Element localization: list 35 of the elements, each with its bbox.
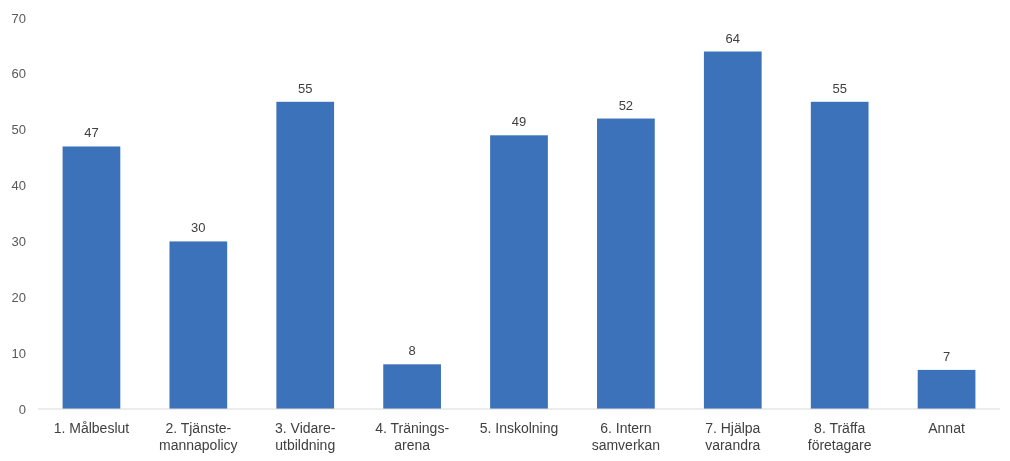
y-tick-label: 50 [11, 122, 26, 138]
data-label: 30 [191, 220, 206, 236]
x-tick-label: 5. Inskolning [479, 420, 559, 436]
x-tick-label: 6. Intern samverkan [591, 420, 661, 453]
bar [597, 118, 655, 409]
bar [383, 364, 441, 409]
bar [703, 51, 762, 409]
x-tick-label: Annat [928, 420, 965, 436]
x-tick-label: 1. Målbeslut [53, 420, 130, 436]
data-label: 55 [297, 80, 313, 96]
bar [917, 369, 976, 409]
bar [276, 101, 335, 409]
x-tick-label: 8. Träffa företagare [807, 420, 872, 453]
y-tick-label: 10 [11, 345, 26, 361]
y-tick-label: 30 [11, 233, 26, 249]
data-label: 47 [84, 125, 99, 141]
bar [62, 146, 121, 409]
x-tick-label: 3. Vidare- utbildning [275, 420, 336, 453]
data-label: 49 [511, 114, 527, 130]
y-tick-label: 0 [18, 401, 26, 417]
data-label: 55 [832, 80, 847, 96]
data-label: 7 [942, 348, 951, 364]
y-tick-label: 40 [11, 178, 26, 194]
bar [810, 101, 869, 409]
y-tick-label: 20 [11, 289, 26, 305]
x-tick-label: 4. Tränings- arena [375, 420, 450, 453]
data-label: 52 [618, 97, 634, 113]
x-tick-label: 7. Hjälpa varandra [705, 420, 761, 453]
data-label: 8 [408, 343, 416, 359]
y-tick-label: 60 [11, 66, 26, 82]
y-tick-label: 70 [11, 10, 26, 26]
bar [169, 241, 228, 409]
x-tick-label: 2. Tjänste- mannapolicy [159, 420, 238, 453]
data-label: 64 [725, 30, 741, 46]
bar [490, 135, 548, 409]
